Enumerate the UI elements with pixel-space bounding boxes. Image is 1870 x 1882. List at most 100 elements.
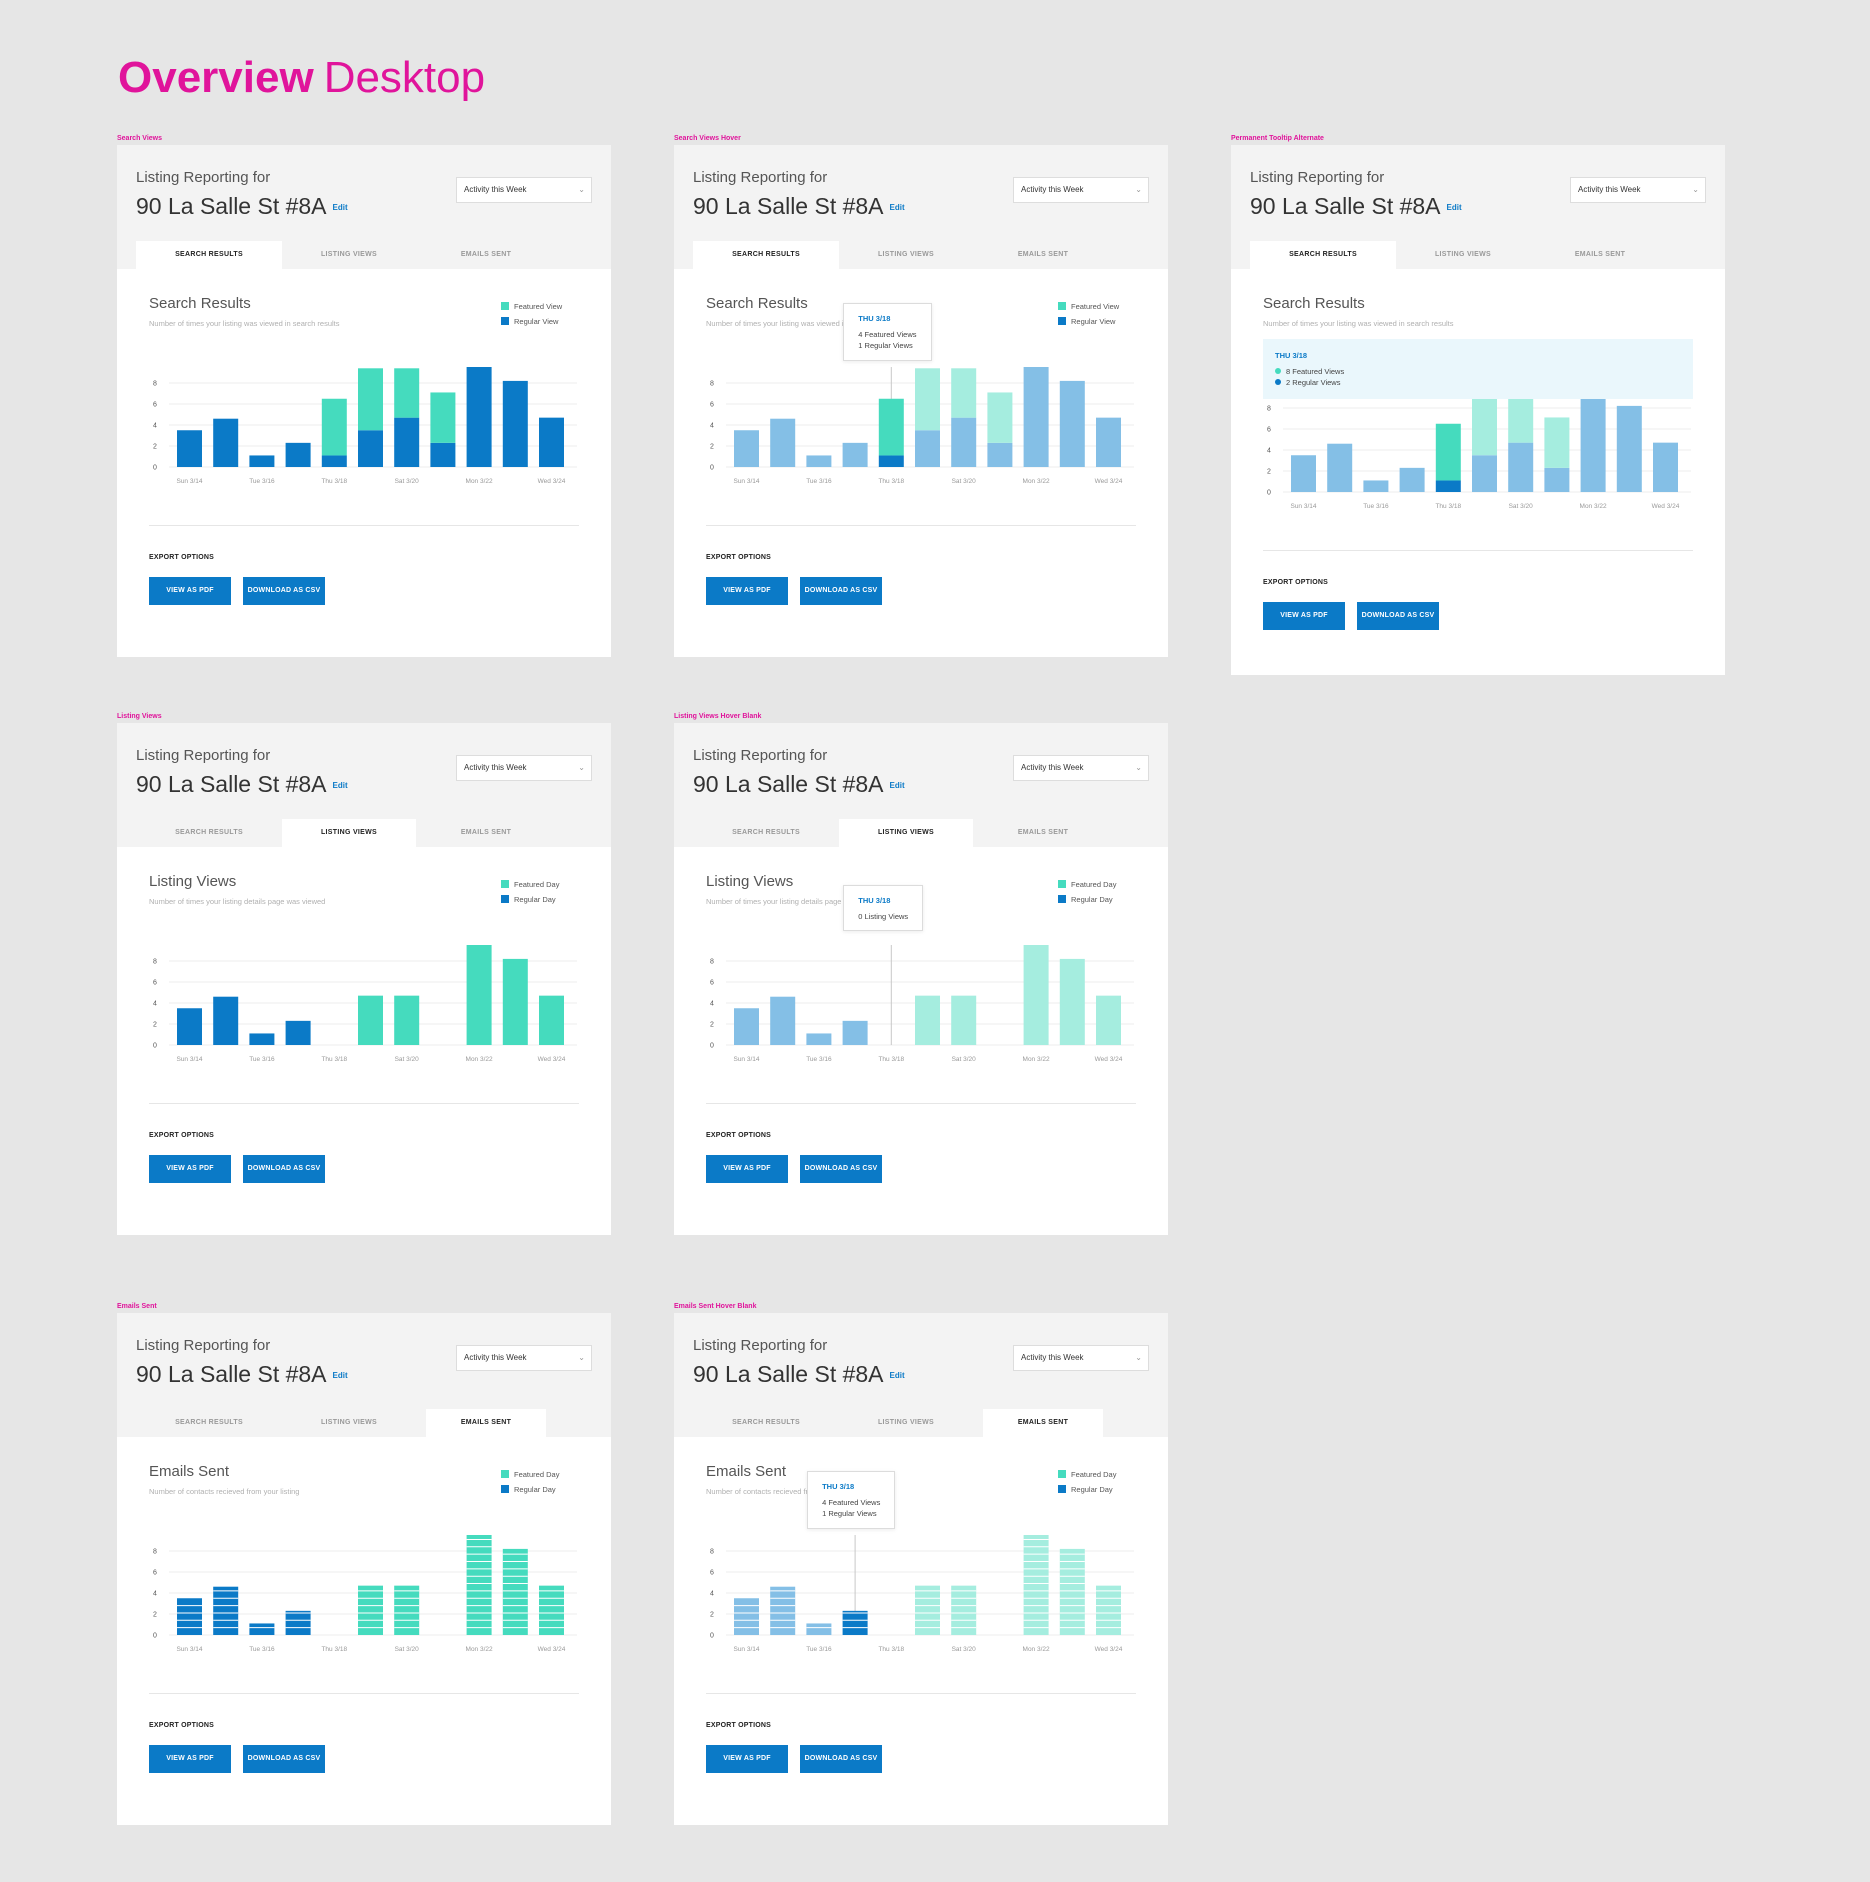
tab-search-results[interactable]: SEARCH RESULTS: [136, 241, 282, 269]
frame-label: Emails Sent Hover Blank: [674, 1303, 757, 1310]
activity-dropdown[interactable]: Activity this Week ⌄: [456, 177, 592, 203]
section-divider: [1263, 550, 1693, 551]
tab-emails-sent[interactable]: EMAILS SENT: [1574, 251, 1626, 258]
download-csv-button[interactable]: DOWNLOAD AS CSV: [800, 577, 882, 605]
download-csv-button[interactable]: DOWNLOAD AS CSV: [800, 1155, 882, 1183]
y-tick-label: 6: [153, 980, 157, 987]
view-pdf-button[interactable]: VIEW AS PDF: [149, 1745, 231, 1773]
tab-listing-views[interactable]: LISTING VIEWS: [320, 1419, 377, 1426]
report-card: Listing Reporting for 90 La Salle St #8A E…: [674, 1313, 1168, 1825]
x-tick-label: Mon 3/22: [466, 478, 493, 485]
activity-dropdown[interactable]: Activity this Week ⌄: [1013, 755, 1149, 781]
tab-search-results[interactable]: SEARCH RESULTS: [732, 829, 800, 836]
bar-group: [1435, 423, 1461, 492]
listing-reporting-label: Listing Reporting for: [693, 747, 828, 764]
bar-regular: [177, 1008, 202, 1045]
bar-group: [915, 995, 940, 1045]
download-csv-button[interactable]: DOWNLOAD AS CSV: [243, 577, 325, 605]
bar-group: [734, 1008, 759, 1045]
edit-link[interactable]: Edit: [332, 1371, 348, 1381]
address-text: 90 La Salle St #8A: [136, 193, 327, 219]
bar-featured: [539, 1585, 564, 1635]
bar-group: [1023, 945, 1049, 1045]
x-tick-label: Sat 3/20: [395, 1646, 420, 1653]
activity-dropdown[interactable]: Activity this Week ⌄: [456, 1345, 592, 1371]
view-pdf-button[interactable]: VIEW AS PDF: [149, 577, 231, 605]
chart-subtitle: Number of times your listing was viewed …: [149, 319, 340, 328]
activity-dropdown[interactable]: Activity this Week ⌄: [1013, 1345, 1149, 1371]
edit-link[interactable]: Edit: [889, 203, 905, 213]
download-csv-button[interactable]: DOWNLOAD AS CSV: [243, 1155, 325, 1183]
tab-emails-sent[interactable]: EMAILS SENT: [460, 829, 512, 836]
bar-regular: [1363, 480, 1389, 492]
listing-reporting-label: Listing Reporting for: [136, 747, 271, 764]
download-csv-button[interactable]: DOWNLOAD AS CSV: [1357, 602, 1439, 630]
view-pdf-button[interactable]: VIEW AS PDF: [149, 1155, 231, 1183]
y-tick-label: 8: [153, 1549, 157, 1556]
tooltip-title: THU 3/18: [1275, 351, 1308, 360]
edit-link[interactable]: Edit: [889, 1371, 905, 1381]
tab-emails-sent[interactable]: EMAILS SENT: [1017, 251, 1069, 258]
tab-emails-sent[interactable]: EMAILS SENT: [460, 251, 512, 258]
bar-group: [502, 1548, 528, 1635]
tab-search-results[interactable]: SEARCH RESULTS: [1250, 241, 1396, 269]
x-tick-label: Thu 3/18: [878, 478, 904, 485]
y-tick-label: 2: [710, 1612, 714, 1619]
tab-emails-sent[interactable]: EMAILS SENT: [1017, 829, 1069, 836]
tab-bar: SEARCH RESULTS LISTING VIEWS EMAILS SENT: [136, 241, 592, 269]
tab-listing-views[interactable]: LISTING VIEWS: [877, 251, 934, 258]
download-csv-button[interactable]: DOWNLOAD AS CSV: [243, 1745, 325, 1773]
x-tick-label: Tue 3/16: [806, 1056, 832, 1063]
bar-regular: [770, 1586, 796, 1635]
bar-group: [987, 392, 1013, 467]
edit-link[interactable]: Edit: [889, 781, 905, 791]
edit-link[interactable]: Edit: [1446, 203, 1462, 213]
x-tick-label: Mon 3/22: [466, 1056, 493, 1063]
edit-link[interactable]: Edit: [332, 203, 348, 213]
y-tick-label: 2: [710, 444, 714, 451]
tab-emails-sent[interactable]: EMAILS SENT: [983, 1409, 1103, 1437]
y-tick-label: 4: [1267, 448, 1271, 455]
tab-search-results[interactable]: SEARCH RESULTS: [175, 829, 243, 836]
edit-link[interactable]: Edit: [332, 781, 348, 791]
tab-listing-views[interactable]: LISTING VIEWS: [282, 819, 416, 847]
activity-dropdown[interactable]: Activity this Week ⌄: [1013, 177, 1149, 203]
view-pdf-button[interactable]: VIEW AS PDF: [706, 1745, 788, 1773]
download-csv-button[interactable]: DOWNLOAD AS CSV: [800, 1745, 882, 1773]
view-pdf-button[interactable]: VIEW AS PDF: [1263, 602, 1345, 630]
tab-search-results[interactable]: SEARCH RESULTS: [693, 241, 839, 269]
chart-subtitle: Number of times your listing details pag…: [706, 897, 883, 906]
tab-search-results[interactable]: SEARCH RESULTS: [732, 1419, 800, 1426]
tab-listing-views[interactable]: LISTING VIEWS: [877, 1419, 934, 1426]
activity-dropdown[interactable]: Activity this Week ⌄: [1570, 177, 1706, 203]
view-pdf-button[interactable]: VIEW AS PDF: [706, 1155, 788, 1183]
bar-regular: [177, 1598, 202, 1635]
tab-listing-views[interactable]: LISTING VIEWS: [320, 251, 377, 258]
tab-emails-sent[interactable]: EMAILS SENT: [426, 1409, 546, 1437]
bar-featured: [915, 995, 940, 1045]
bar-group: [951, 368, 977, 467]
chart-subtitle: Number of times your listing details pag…: [149, 897, 326, 906]
tab-listing-views[interactable]: LISTING VIEWS: [1434, 251, 1491, 258]
address-text: 90 La Salle St #8A: [136, 1361, 327, 1387]
dropdown-value: Activity this Week: [464, 185, 527, 194]
tab-listing-views[interactable]: LISTING VIEWS: [839, 819, 973, 847]
legend-item: Featured View: [1058, 299, 1119, 314]
y-tick-label: 0: [153, 465, 157, 472]
dropdown-value: Activity this Week: [1021, 763, 1084, 772]
x-tick-label: Sun 3/14: [176, 1056, 202, 1063]
tooltip-text: 1 Regular Views: [822, 1509, 877, 1518]
activity-dropdown[interactable]: Activity this Week ⌄: [456, 755, 592, 781]
dropdown-value: Activity this Week: [1021, 185, 1084, 194]
legend-item: Regular Day: [501, 892, 559, 907]
bar-regular: [358, 430, 383, 467]
bar-group: [1327, 443, 1353, 492]
frame-label: Listing Views: [117, 713, 162, 720]
section-divider: [706, 1693, 1136, 1694]
view-pdf-button[interactable]: VIEW AS PDF: [706, 577, 788, 605]
bar-featured: [394, 368, 420, 418]
tab-search-results[interactable]: SEARCH RESULTS: [175, 1419, 243, 1426]
dropdown-value: Activity this Week: [464, 763, 527, 772]
